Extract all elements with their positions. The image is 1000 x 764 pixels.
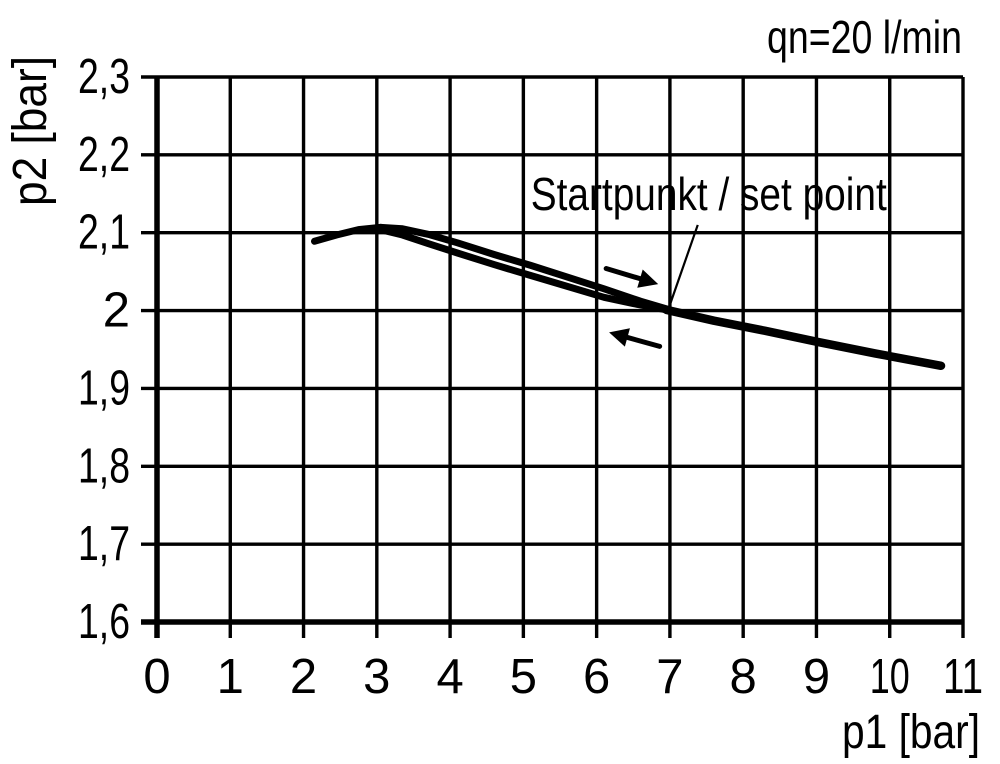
x-tick-label: 7 bbox=[656, 650, 683, 704]
x-tick-label: 8 bbox=[730, 650, 757, 704]
x-tick-label: 6 bbox=[583, 650, 610, 704]
set-point-leader-line bbox=[667, 224, 699, 310]
hysteresis-lower-branch-curve bbox=[377, 226, 670, 314]
y-tick-label: 2 bbox=[103, 284, 130, 338]
forward-direction-arrow-shaft bbox=[603, 266, 649, 283]
x-tick-label: 2 bbox=[290, 650, 317, 704]
set-point-label: Startpunkt / set point bbox=[531, 168, 887, 220]
forward-direction-arrow-head bbox=[637, 269, 659, 288]
hysteresis-upper-branch-curve bbox=[311, 223, 674, 314]
y-tick-label: 1,8 bbox=[78, 439, 130, 493]
x-axis-label: p1 [bar] bbox=[842, 706, 980, 759]
y-tick-label: 2,2 bbox=[78, 128, 130, 182]
y-tick-label: 1,9 bbox=[78, 361, 130, 415]
x-tick-label: 10 bbox=[870, 650, 910, 704]
y-axis-label: p2 [bar] bbox=[4, 56, 57, 206]
grid-and-axes bbox=[141, 75, 965, 638]
flow-rate-label: qn=20 l/min bbox=[767, 11, 962, 63]
x-tick-label: 9 bbox=[803, 650, 830, 704]
characteristic-curves bbox=[311, 223, 946, 371]
x-tick-label: 4 bbox=[436, 650, 463, 704]
y-tick-label: 1,7 bbox=[78, 517, 130, 571]
y-tick-label: 2,1 bbox=[78, 206, 130, 260]
x-tick-label: 3 bbox=[363, 650, 390, 704]
return-direction-arrow-head bbox=[609, 328, 630, 347]
x-tick-label: 5 bbox=[510, 650, 537, 704]
y-tick-label: 1,6 bbox=[78, 595, 130, 649]
return-direction-arrow-shaft bbox=[619, 333, 663, 349]
set-point-annotation bbox=[667, 224, 699, 310]
y-tick-label: 2,3 bbox=[78, 50, 130, 104]
direction-arrows bbox=[603, 266, 663, 349]
x-tick-label: 11 bbox=[943, 650, 983, 704]
axis-titles: qn=20 l/min p1 [bar] p2 [bar] Startpunkt… bbox=[4, 11, 980, 759]
x-tick-label: 0 bbox=[143, 650, 170, 704]
x-tick-label: 1 bbox=[217, 650, 244, 704]
tick-labels: 0 1 2 3 4 5 6 7 8 9 10 111,61,71,81,922,12,22,3 bbox=[78, 50, 983, 704]
post-set-point-tail-curve bbox=[661, 305, 946, 371]
